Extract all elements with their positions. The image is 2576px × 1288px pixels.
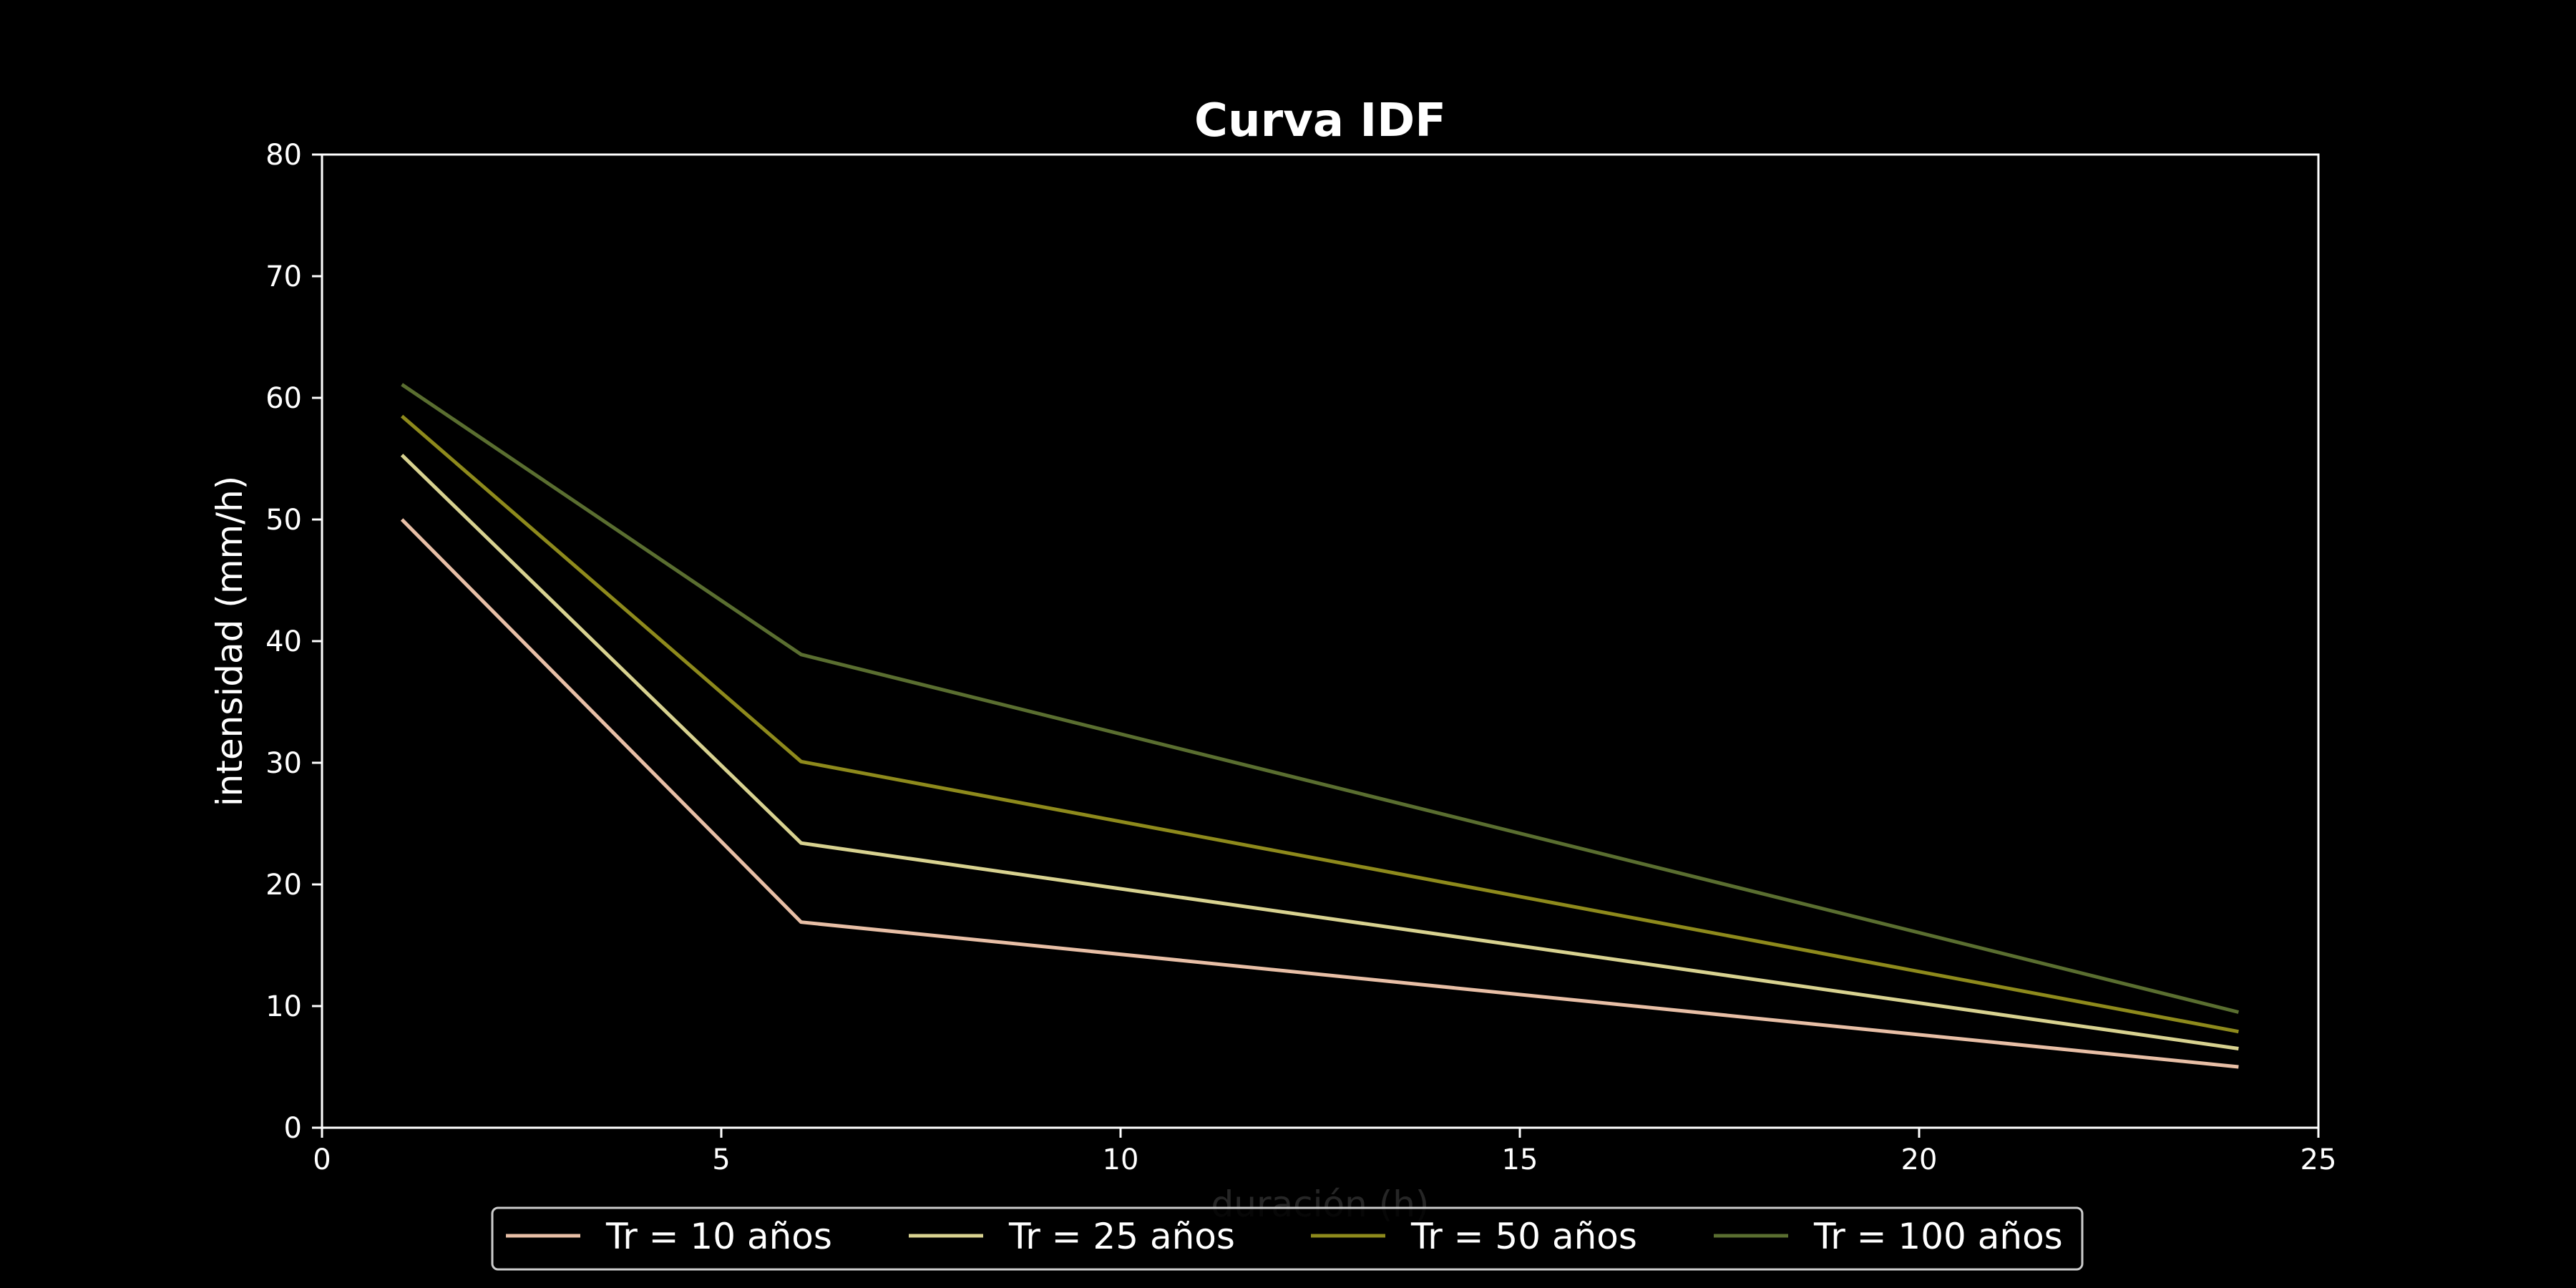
series-lines [400,383,2240,1069]
y-tick-label: 10 [265,990,302,1023]
y-tick-label: 50 [265,504,302,537]
plot-area [321,153,2320,1129]
legend-label-1: Tr = 25 años [1008,1216,1235,1257]
series-line-3 [401,383,2240,1014]
y-tick-label: 80 [265,139,302,172]
legend-label-2: Tr = 50 años [1410,1216,1637,1257]
series-line-0 [400,518,2239,1069]
x-tick-label: 0 [313,1143,331,1176]
legend-label-0: Tr = 10 años [605,1216,832,1257]
y-tick-label: 0 [284,1112,302,1145]
y-tick-label: 40 [265,625,302,658]
y-axis: 0 10 20 30 40 50 60 70 80 [265,139,322,1145]
y-tick-label: 60 [265,382,302,415]
x-tick-label: 5 [712,1143,730,1176]
series-line-2 [400,414,2239,1034]
y-tick-label: 20 [265,869,302,902]
x-axis: 0 5 10 15 20 25 [313,1128,2336,1176]
series-line-1 [400,454,2239,1050]
x-tick-label: 15 [1502,1143,1538,1176]
x-tick-label: 25 [2301,1143,2337,1176]
y-axis-label: intensidad (mm/h) [209,476,250,807]
y-tick-label: 30 [265,747,302,780]
legend-frame [491,1206,2084,1271]
axes-frame [321,153,2320,1129]
legend-label-3: Tr = 100 años [1813,1216,2063,1257]
x-tick-label: 20 [1901,1143,1938,1176]
legend: Tr = 10 años Tr = 25 años Tr = 50 años Tr =… [491,1206,2084,1271]
chart-title: Curva IDF [1194,94,1446,147]
x-tick-label: 10 [1103,1143,1139,1176]
y-tick-label: 70 [265,260,302,293]
